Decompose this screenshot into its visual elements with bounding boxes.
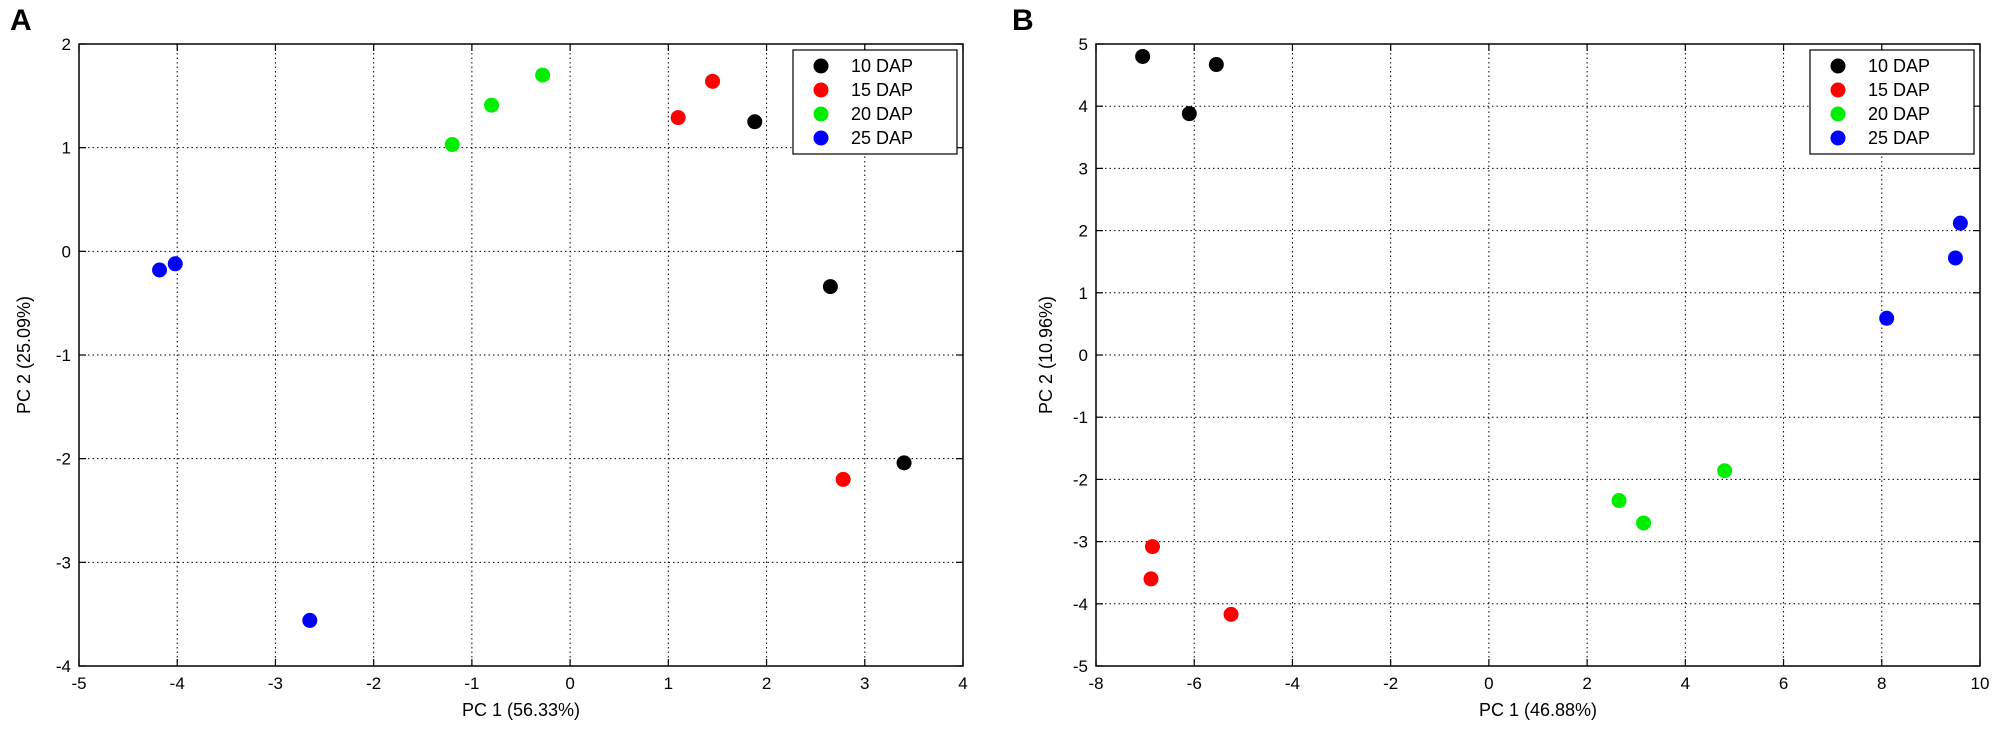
data-point-20-dap [535, 67, 551, 83]
data-point-15-dap [1223, 606, 1239, 622]
data-point-10-dap [822, 279, 838, 295]
y-tick-label: -3 [56, 553, 71, 572]
data-point-20-dap [1636, 515, 1652, 531]
legend-label-15-dap: 15 DAP [851, 80, 913, 100]
data-point-25-dap [152, 262, 168, 278]
legend-label-20-dap: 20 DAP [851, 104, 913, 124]
data-point-25-dap [167, 256, 183, 272]
y-tick-label: 1 [62, 139, 71, 158]
x-tick-label: -6 [1187, 674, 1202, 693]
x-tick-label: 8 [1877, 674, 1886, 693]
panel-label-a: A [10, 4, 32, 37]
scatter-panel-b: -8 -6 -4 -2 0 2 4 6 8 10 -5 -4 -3 -2 -1 0 1 2 3 4 5 PC 1 (46.… [1036, 35, 1989, 720]
y-tick-label: 5 [1079, 35, 1088, 54]
legend-label-25-dap: 25 DAP [851, 128, 913, 148]
x-axis-label: PC 1 (56.33%) [462, 700, 580, 720]
data-point-25-dap [302, 612, 318, 628]
x-axis-label: PC 1 (46.88%) [1479, 700, 1597, 720]
y-tick-label: -4 [1073, 595, 1088, 614]
y-tick-label: -5 [1073, 657, 1088, 676]
y-tick-label: -4 [56, 657, 71, 676]
x-tick-label: 6 [1779, 674, 1788, 693]
y-tick-label: -1 [1073, 408, 1088, 427]
x-tick-label: 4 [958, 674, 967, 693]
data-point-25-dap [1952, 215, 1968, 231]
panel-label-b: B [1012, 4, 1034, 37]
x-tick-label: -4 [170, 674, 185, 693]
legend-label-25-dap: 25 DAP [1868, 128, 1930, 148]
data-point-15-dap [1144, 539, 1160, 555]
x-tick-label: -2 [1383, 674, 1398, 693]
y-tick-label: 2 [62, 35, 71, 54]
y-tick-label: -2 [56, 450, 71, 469]
legend-label-10-dap: 10 DAP [1868, 56, 1930, 76]
data-point-20-dap [1717, 463, 1733, 479]
x-tick-label: -5 [71, 674, 86, 693]
data-point-15-dap [670, 110, 686, 126]
y-tick-label: 4 [1079, 97, 1088, 116]
x-tick-label: 0 [565, 674, 574, 693]
x-tick-label: 10 [1971, 674, 1990, 693]
x-tick-label: 2 [762, 674, 771, 693]
y-tick-label: 3 [1079, 159, 1088, 178]
data-point-10-dap [896, 455, 912, 471]
data-point-20-dap [444, 137, 460, 153]
legend-marker-20-dap [1830, 106, 1846, 122]
legend-label-10-dap: 10 DAP [851, 56, 913, 76]
data-point-10-dap [1135, 48, 1151, 64]
y-tick-label: 0 [62, 242, 71, 261]
data-point-10-dap [747, 114, 763, 130]
data-point-20-dap [484, 97, 500, 113]
legend-marker-15-dap [1830, 82, 1846, 98]
x-tick-label: 2 [1582, 674, 1591, 693]
legend-marker-25-dap [813, 130, 829, 146]
y-tick-label: -3 [1073, 533, 1088, 552]
x-tick-label: -3 [268, 674, 283, 693]
x-tick-label: -1 [464, 674, 479, 693]
y-axis-label: PC 2 (25.09%) [14, 296, 34, 414]
data-point-10-dap [1208, 57, 1224, 73]
x-tick-label: -8 [1088, 674, 1103, 693]
data-point-25-dap [1879, 310, 1895, 326]
data-point-20-dap [1611, 493, 1627, 509]
x-tick-label: -2 [366, 674, 381, 693]
data-point-25-dap [1947, 250, 1963, 266]
legend-label-20-dap: 20 DAP [1868, 104, 1930, 124]
legend-label-15-dap: 15 DAP [1868, 80, 1930, 100]
legend-marker-10-dap [813, 58, 829, 74]
y-tick-label: 1 [1079, 284, 1088, 303]
y-tick-label: 0 [1079, 346, 1088, 365]
legend-marker-15-dap [813, 82, 829, 98]
data-point-15-dap [705, 73, 721, 89]
y-tick-label: -1 [56, 346, 71, 365]
x-tick-label: 1 [664, 674, 673, 693]
y-tick-label: 2 [1079, 222, 1088, 241]
data-point-15-dap [1143, 571, 1159, 587]
y-tick-label: -2 [1073, 470, 1088, 489]
legend-marker-25-dap [1830, 130, 1846, 146]
legend-marker-10-dap [1830, 58, 1846, 74]
x-tick-label: 4 [1681, 674, 1690, 693]
y-axis-label: PC 2 (10.96%) [1036, 296, 1056, 414]
x-tick-label: 3 [860, 674, 869, 693]
legend-marker-20-dap [813, 106, 829, 122]
data-point-15-dap [835, 471, 851, 487]
data-point-10-dap [1181, 106, 1197, 122]
x-tick-label: 0 [1484, 674, 1493, 693]
x-tick-label: -4 [1285, 674, 1300, 693]
